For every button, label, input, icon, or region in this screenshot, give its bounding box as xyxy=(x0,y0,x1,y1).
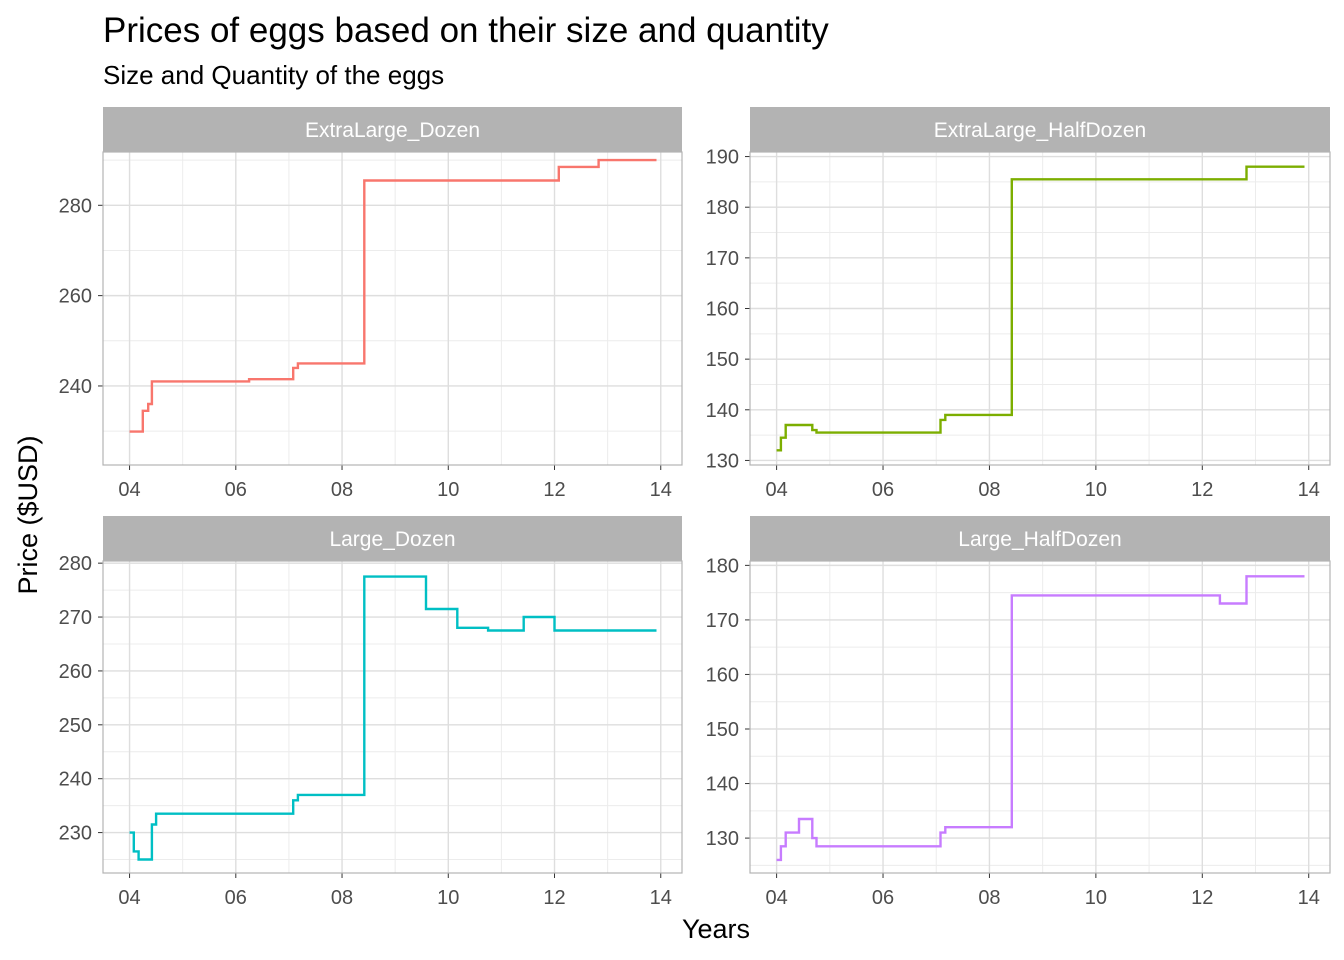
y-tick-label: 140 xyxy=(706,774,739,796)
plot-panel-border xyxy=(749,151,1331,466)
x-tick-label: 06 xyxy=(225,479,247,501)
series-line-large-halfdozen xyxy=(776,575,1305,862)
x-tick-label: 04 xyxy=(118,479,140,501)
y-tick-label: 230 xyxy=(59,823,92,845)
plot-panel xyxy=(750,561,1330,873)
y-tick-label: 180 xyxy=(706,555,739,577)
x-tick-label: 10 xyxy=(437,479,459,501)
y-tick-label: 170 xyxy=(706,248,739,270)
x-tick-label: 10 xyxy=(1085,479,1107,501)
y-tick-label: 170 xyxy=(706,610,739,632)
x-tick-label: 04 xyxy=(765,887,787,909)
x-tick-label: 08 xyxy=(331,887,353,909)
y-tick-label: 270 xyxy=(59,607,92,629)
plot-panel-border xyxy=(102,560,683,874)
facet-strip xyxy=(750,516,1330,561)
y-tick-label: 160 xyxy=(706,299,739,321)
x-tick-label: 14 xyxy=(650,887,672,909)
x-tick-label: 14 xyxy=(650,479,672,501)
y-tick-label: 180 xyxy=(706,197,739,219)
facet-strip-label: ExtraLarge_Dozen xyxy=(305,119,480,142)
x-tick-label: 04 xyxy=(765,479,787,501)
facet-strip-label: Large_HalfDozen xyxy=(958,528,1121,551)
y-tick-label: 260 xyxy=(59,286,92,308)
y-tick-label: 150 xyxy=(706,349,739,371)
x-tick-label: 06 xyxy=(872,887,894,909)
facet-strip xyxy=(103,107,682,152)
plot-panel xyxy=(103,561,682,873)
y-axis-title: Price ($USD) xyxy=(13,435,43,594)
x-tick-label: 12 xyxy=(543,479,565,501)
facet-strip xyxy=(103,516,682,561)
facet-extralarge-dozen: ExtraLarge_Dozen 04 06 08 10 12 14 240 260 280 xyxy=(59,107,683,501)
chart-subtitle: Size and Quantity of the eggs xyxy=(103,60,444,90)
facet-large-halfdozen: Large_HalfDozen 04 06 08 10 12 14 130 140 150 160 1… xyxy=(706,516,1331,909)
x-tick-label: 04 xyxy=(118,887,140,909)
y-tick-label: 280 xyxy=(59,553,92,575)
x-tick-label: 12 xyxy=(1191,887,1213,909)
plot-panel-border xyxy=(102,151,683,466)
facet-large-dozen: Large_Dozen 04 06 08 10 12 14 230 240 250 260 270 28… xyxy=(59,516,683,909)
facet-extralarge-halfdozen: ExtraLarge_HalfDozen 04 06 08 10 12 14 130 140 15… xyxy=(706,107,1331,501)
x-tick-label: 06 xyxy=(872,479,894,501)
x-tick-label: 08 xyxy=(331,479,353,501)
plot-panel-border xyxy=(749,560,1331,874)
x-tick-label: 12 xyxy=(543,887,565,909)
x-tick-label: 08 xyxy=(978,887,1000,909)
x-tick-label: 14 xyxy=(1298,479,1320,501)
x-tick-label: 14 xyxy=(1298,887,1320,909)
x-tick-label: 10 xyxy=(437,887,459,909)
series-line-extralarge-halfdozen xyxy=(776,165,1305,452)
facet-strip-label: ExtraLarge_HalfDozen xyxy=(934,119,1146,142)
series-line-extralarge-dozen xyxy=(129,158,657,433)
x-tick-label: 10 xyxy=(1085,887,1107,909)
y-tick-label: 280 xyxy=(59,195,92,217)
y-tick-label: 160 xyxy=(706,664,739,686)
x-tick-label: 08 xyxy=(978,479,1000,501)
y-tick-label: 240 xyxy=(59,376,92,398)
y-tick-label: 190 xyxy=(706,147,739,169)
y-tick-label: 130 xyxy=(706,828,739,850)
x-axis-title: Years xyxy=(682,914,750,944)
x-tick-label: 12 xyxy=(1191,479,1213,501)
facet-strip-label: Large_Dozen xyxy=(329,528,455,551)
y-tick-label: 240 xyxy=(59,769,92,791)
x-tick-label: 06 xyxy=(225,887,247,909)
chart-title: Prices of eggs based on their size and q… xyxy=(103,11,829,50)
y-tick-label: 260 xyxy=(59,661,92,683)
y-tick-label: 150 xyxy=(706,719,739,741)
y-tick-label: 140 xyxy=(706,400,739,422)
y-tick-label: 250 xyxy=(59,715,92,737)
plot-panel xyxy=(103,152,682,465)
series-line-large-dozen xyxy=(129,575,657,861)
y-tick-label: 130 xyxy=(706,450,739,472)
facet-strip xyxy=(750,107,1330,152)
